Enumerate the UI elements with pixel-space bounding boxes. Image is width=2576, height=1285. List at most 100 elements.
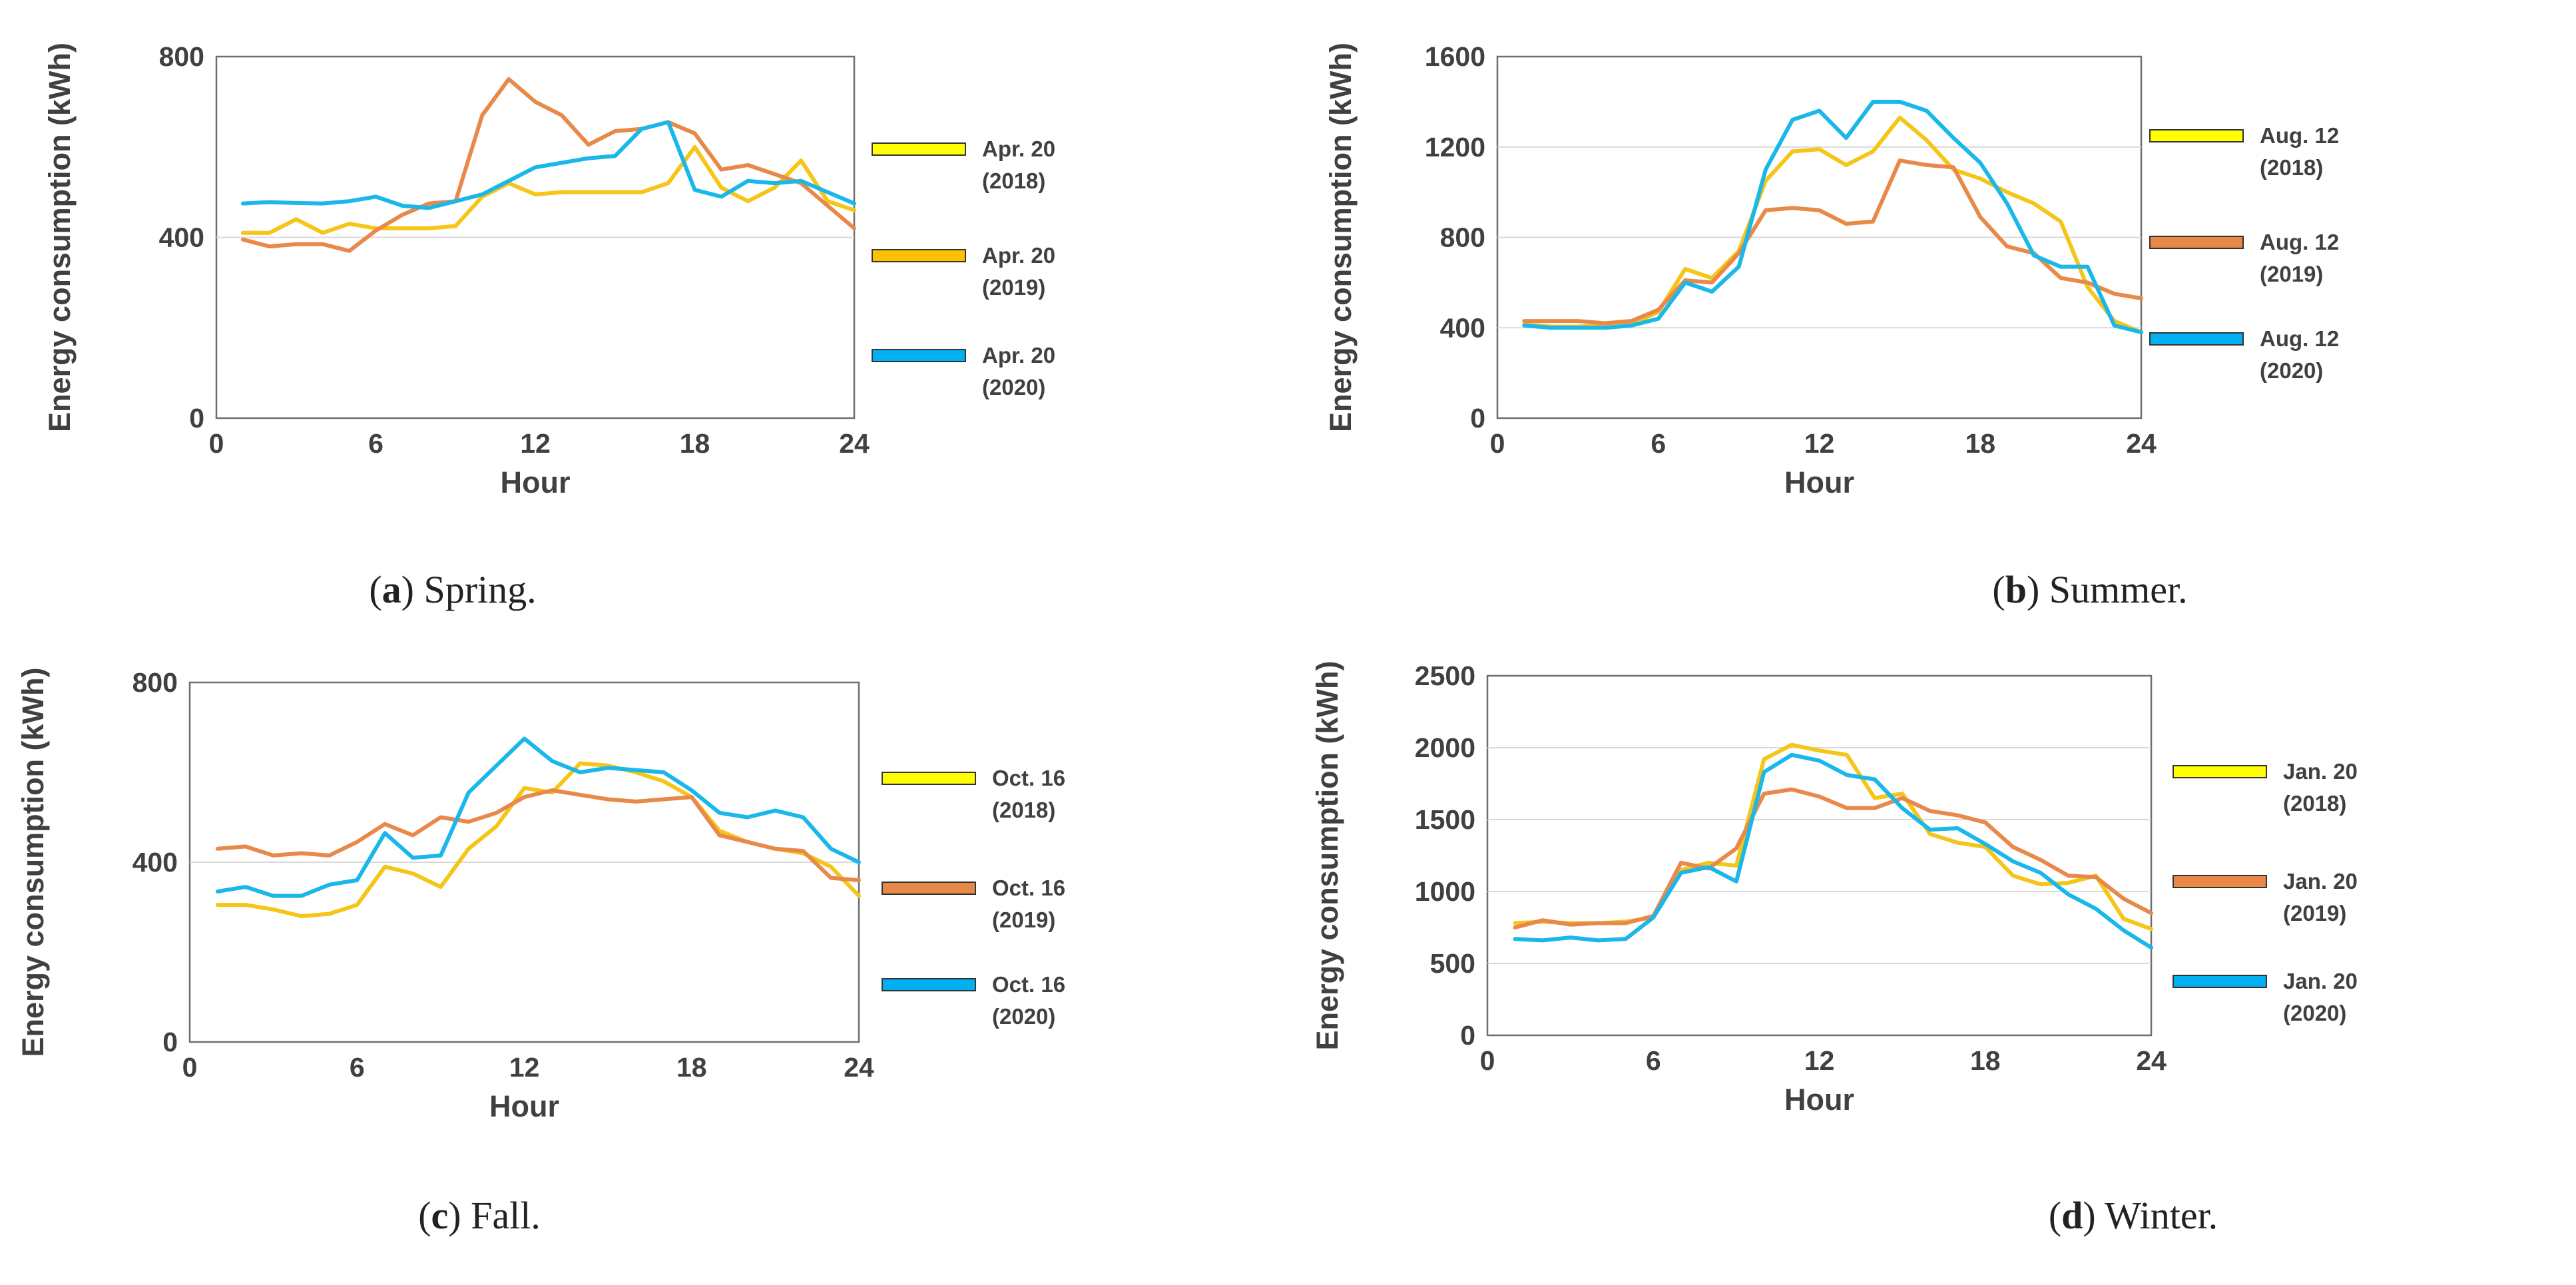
- fall-y-axis-title: Energy consumption (kWh): [16, 668, 50, 1057]
- fall-legend-swatch-1: [882, 772, 976, 785]
- winter-legend-year-1: (2018): [2283, 791, 2346, 816]
- spring-y-axis-title: Energy consumption (kWh): [43, 43, 77, 432]
- spring-series-line-1: [240, 144, 856, 235]
- summer-legend-swatch-3: [2149, 332, 2244, 346]
- winter-legend-year-2: (2019): [2283, 901, 2346, 925]
- summer-legend-label-1: Aug. 12: [2260, 123, 2339, 148]
- spring-legend-year-1: (2018): [982, 168, 1045, 193]
- fall-legend-label-3: Oct. 16: [992, 972, 1065, 997]
- spring-x-tick-label: 18: [680, 428, 710, 459]
- winter-legend-swatch-1: [2173, 765, 2267, 778]
- winter-legend-label-3: Jan. 20: [2283, 969, 2358, 993]
- fall-legend-label-1: Oct. 16: [992, 766, 1065, 790]
- summer-y-tick-label: 800: [1440, 222, 1485, 253]
- spring-chart-panel: 0 400 800 0 6 12 18 24 Hour Energy consumption (k…: [0, 0, 1288, 642]
- fall-x-tick-label: 12: [509, 1052, 540, 1083]
- summer-x-tick-label: 6: [1651, 428, 1666, 459]
- summer-x-axis-title: Hour: [1784, 465, 1854, 499]
- spring-series-line-3: [240, 120, 856, 210]
- winter-legend-swatch-3: [2173, 975, 2267, 988]
- spring-x-tick-label: 6: [368, 428, 384, 459]
- winter-series-line-3: [1513, 752, 2153, 950]
- fall-y-tick-label: 400: [132, 847, 178, 878]
- spring-legend-year-3: (2020): [982, 375, 1045, 399]
- fall-chart-panel: 0 400 800 0 6 12 18 24 Hour Energy consumption (k…: [0, 642, 1288, 1285]
- summer-y-tick-label: 0: [1470, 403, 1485, 433]
- summer-y-tick-label: 400: [1440, 312, 1485, 343]
- winter-y-axis-title: Energy consumption (kWh): [1310, 661, 1344, 1051]
- winter-x-tick-label: 18: [1970, 1045, 2001, 1076]
- spring-caption: (a) Spring.: [369, 568, 536, 611]
- fall-series-line-2: [215, 788, 861, 882]
- winter-chart-svg: 0 500 1000 1500 2000 2500 0 6 12 18 24 Hour Energy c…: [1310, 660, 2358, 1237]
- winter-x-tick-label: 6: [1646, 1045, 1661, 1076]
- winter-x-tick-label: 24: [2136, 1045, 2167, 1076]
- summer-legend-label-2: Aug. 12: [2260, 230, 2339, 254]
- fall-series-line-3: [215, 736, 861, 898]
- summer-x-tick-label: 12: [1804, 428, 1835, 459]
- spring-x-tick-label: 12: [520, 428, 551, 459]
- summer-x-tick-label: 0: [1490, 428, 1505, 459]
- spring-y-tick-label: 0: [189, 403, 204, 433]
- fall-x-tick-label: 6: [350, 1052, 365, 1083]
- winter-chart-panel: 0 500 1000 1500 2000 2500 0 6 12 18 24 Hour Energy c…: [1288, 642, 2575, 1285]
- summer-series-line-3: [1522, 99, 2143, 334]
- winter-y-tick-label: 2000: [1415, 732, 1475, 763]
- summer-y-axis-title: Energy consumption (kWh): [1324, 43, 1358, 432]
- winter-caption: (d) Winter.: [2049, 1194, 2218, 1237]
- fall-x-axis-title: Hour: [489, 1089, 559, 1123]
- summer-legend-year-3: (2020): [2260, 358, 2323, 383]
- summer-y-tick-label: 1200: [1425, 132, 1485, 162]
- fall-x-tick-label: 18: [676, 1052, 707, 1083]
- fall-caption: (c) Fall.: [418, 1194, 541, 1237]
- winter-y-tick-label: 500: [1430, 948, 1475, 979]
- spring-legend-swatch-1: [872, 142, 966, 156]
- summer-legend-label-3: Aug. 12: [2260, 326, 2339, 351]
- spring-y-tick-label: 400: [159, 222, 204, 253]
- summer-x-tick-label: 18: [1965, 428, 1995, 459]
- spring-x-tick-label: 0: [209, 428, 224, 459]
- spring-legend-label-2: Apr. 20: [982, 243, 1055, 268]
- spring-legend-label-3: Apr. 20: [982, 343, 1055, 368]
- fall-legend-year-2: (2019): [992, 907, 1055, 932]
- winter-legend-label-1: Jan. 20: [2283, 759, 2358, 784]
- fall-y-tick-label: 0: [162, 1027, 178, 1057]
- spring-chart-svg: 0 400 800 0 6 12 18 24 Hour Energy consumption (k…: [43, 41, 1055, 611]
- summer-legend-swatch-1: [2149, 129, 2244, 142]
- spring-x-axis-title: Hour: [501, 465, 571, 499]
- winter-y-tick-label: 0: [1460, 1020, 1475, 1051]
- spring-legend-swatch-2: [872, 249, 966, 262]
- spring-legend-swatch-3: [872, 349, 966, 362]
- summer-legend-swatch-2: [2149, 236, 2244, 249]
- winter-x-tick-label: 0: [1480, 1045, 1495, 1076]
- summer-caption: (b) Summer.: [1992, 568, 2187, 611]
- summer-legend-year-1: (2018): [2260, 155, 2323, 180]
- winter-legend-year-3: (2020): [2283, 1001, 2346, 1025]
- winter-x-axis-title: Hour: [1784, 1083, 1854, 1117]
- fall-legend-year-3: (2020): [992, 1004, 1055, 1029]
- winter-plot-area: [1486, 674, 2153, 1037]
- summer-x-tick-label: 24: [2126, 428, 2157, 459]
- fall-legend-label-2: Oct. 16: [992, 876, 1065, 900]
- fall-legend-year-1: (2018): [992, 798, 1055, 822]
- summer-chart-svg: 0 400 800 1200 1600 0 6 12 18 24 Hour Energy consum…: [1324, 41, 2339, 611]
- fall-legend-swatch-2: [882, 882, 976, 895]
- winter-x-tick-label: 12: [1804, 1045, 1835, 1076]
- winter-legend-swatch-2: [2173, 875, 2267, 888]
- spring-x-tick-label: 24: [839, 428, 870, 459]
- fall-x-tick-label: 24: [844, 1052, 874, 1083]
- spring-legend-label-1: Apr. 20: [982, 136, 1055, 161]
- spring-y-tick-label: 800: [159, 41, 204, 72]
- summer-legend-year-2: (2019): [2260, 262, 2323, 286]
- spring-series-line-2: [240, 77, 856, 253]
- spring-legend-year-2: (2019): [982, 275, 1045, 300]
- fall-x-tick-label: 0: [182, 1052, 198, 1083]
- fall-chart-svg: 0 400 800 0 6 12 18 24 Hour Energy consumption (k…: [16, 667, 1065, 1237]
- fall-y-tick-label: 800: [132, 667, 178, 698]
- summer-chart-panel: 0 400 800 1200 1600 0 6 12 18 24 Hour Energy consum…: [1288, 0, 2575, 642]
- winter-legend-label-2: Jan. 20: [2283, 869, 2358, 894]
- summer-y-tick-label: 1600: [1425, 41, 1485, 72]
- winter-y-tick-label: 1000: [1415, 876, 1475, 907]
- winter-y-tick-label: 2500: [1415, 660, 1475, 691]
